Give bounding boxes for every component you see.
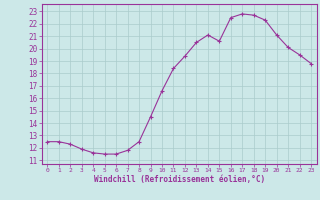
X-axis label: Windchill (Refroidissement éolien,°C): Windchill (Refroidissement éolien,°C) bbox=[94, 175, 265, 184]
